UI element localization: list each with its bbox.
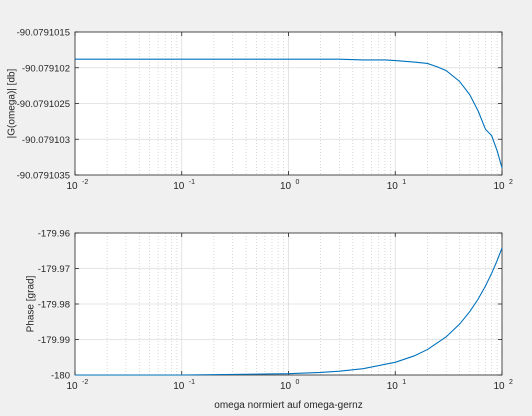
chart1-y-tick-label: -90.0791035 — [17, 171, 70, 182]
chart1-y-axis-label: |G(omega)| [db] — [6, 68, 17, 138]
chart2-series-line — [75, 247, 503, 376]
chart2-x-tick-label: 10 — [66, 381, 78, 392]
chart1-x-tick-exponent: 1 — [402, 179, 406, 186]
chart1-x-tick-label: 10 — [173, 181, 185, 192]
chart1-x-tick-exponent: -2 — [82, 179, 88, 186]
chart2-y-tick-label: -179.98 — [38, 300, 70, 311]
chart1-x-tick-label: 10 — [280, 181, 292, 192]
chart2-x-tick-exponent: -1 — [189, 379, 195, 386]
chart2-x-tick-exponent: 2 — [509, 379, 513, 386]
chart1-x-tick-label: 10 — [493, 181, 505, 192]
chart2-x-tick-label: 10 — [280, 381, 292, 392]
chart2-x-tick-label: 10 — [493, 381, 505, 392]
chart2-y-tick-label: -179.96 — [38, 229, 70, 240]
chart1-series-line — [75, 58, 503, 169]
chart1-y-tick-label: -90.079102 — [22, 63, 70, 74]
chart2-x-tick-exponent: 0 — [296, 379, 300, 386]
chart2-x-axis-label: omega normiert auf omega-gernz — [214, 400, 362, 411]
chart1-x-tick-exponent: 2 — [509, 179, 513, 186]
chart2-y-tick-label: -179.99 — [38, 335, 70, 346]
chart1-panel: 10 -2 10 -1 10 0 10 1 10 2-90.0791035-90.079103-9… — [6, 28, 513, 193]
chart1-y-tick-label: -90.0791025 — [17, 99, 70, 110]
chart1-y-tick-label: -90.079103 — [22, 135, 70, 146]
chart2-x-tick-label: 10 — [173, 381, 185, 392]
chart1-x-tick-label: 10 — [66, 181, 78, 192]
chart2-y-tick-label: -180 — [51, 371, 70, 382]
chart2-panel: 10 -2 10 -1 10 0 10 1 10 2-180-179.99-179.98-179.… — [25, 229, 513, 412]
chart1-x-tick-exponent: 0 — [296, 179, 300, 186]
chart1-y-tick-label: -90.0791015 — [17, 28, 70, 39]
chart2-x-tick-exponent: -2 — [82, 379, 88, 386]
chart2-x-tick-exponent: 1 — [402, 379, 406, 386]
chart2-y-tick-label: -179.97 — [38, 264, 70, 275]
chart1-x-tick-label: 10 — [387, 181, 399, 192]
chart2-y-axis-label: Phase [grad] — [25, 275, 36, 332]
chart2-x-tick-label: 10 — [387, 381, 399, 392]
chart1-x-tick-exponent: -1 — [189, 179, 195, 186]
